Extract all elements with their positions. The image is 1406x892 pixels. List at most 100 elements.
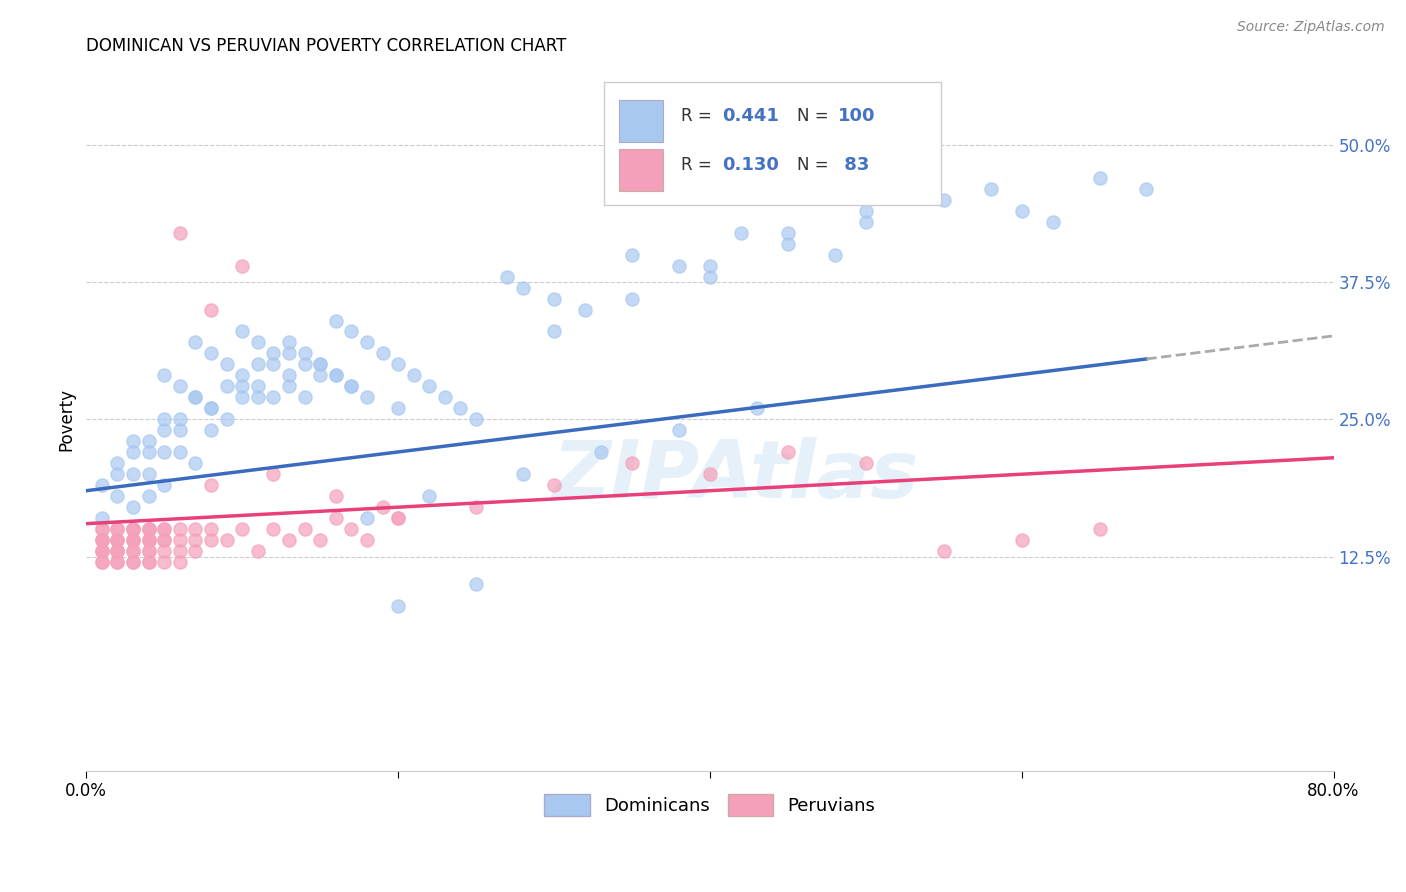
Point (309, 368, 332, 383)
Point (90, 544, 112, 558)
Point (294, 522, 316, 536)
Point (262, 390, 284, 404)
Text: N =: N = (797, 107, 834, 125)
Point (1088, 522, 1111, 536)
Point (122, 555, 145, 569)
Text: DOMINICAN VS PERUVIAN POVERTY CORRELATION CHART: DOMINICAN VS PERUVIAN POVERTY CORRELATIO… (86, 37, 567, 55)
Point (184, 544, 207, 558)
Point (465, 577, 488, 591)
Point (138, 522, 160, 536)
Point (122, 434, 145, 449)
Point (668, 259, 690, 273)
Point (294, 346, 316, 360)
Point (138, 522, 160, 536)
Point (122, 544, 145, 558)
Point (356, 511, 378, 525)
Point (200, 533, 222, 548)
Point (387, 511, 409, 525)
Point (356, 335, 378, 350)
Point (246, 544, 269, 558)
Point (543, 478, 565, 492)
Point (200, 522, 222, 536)
Point (215, 533, 238, 548)
Text: 100: 100 (838, 107, 876, 125)
Point (90, 522, 112, 536)
Point (107, 467, 129, 482)
Point (153, 423, 176, 437)
Point (215, 412, 238, 426)
Point (512, 280, 534, 294)
Point (122, 522, 145, 536)
Point (138, 434, 160, 449)
Point (1011, 203, 1033, 218)
Point (231, 522, 253, 536)
Point (231, 379, 253, 393)
Point (184, 522, 207, 536)
Point (107, 522, 129, 536)
Point (90, 533, 112, 548)
Point (620, 456, 643, 470)
FancyBboxPatch shape (605, 82, 941, 205)
Point (169, 555, 191, 569)
Point (138, 555, 160, 569)
Point (184, 456, 207, 470)
Point (138, 533, 160, 548)
Point (200, 401, 222, 416)
Point (122, 533, 145, 548)
Point (231, 368, 253, 383)
Point (184, 335, 207, 350)
Point (138, 544, 160, 558)
Point (200, 478, 222, 492)
Text: 0.441: 0.441 (723, 107, 779, 125)
Point (262, 522, 284, 536)
Point (200, 346, 222, 360)
Point (340, 325, 363, 339)
Point (325, 511, 347, 525)
Point (122, 533, 145, 548)
Point (153, 555, 176, 569)
Point (620, 247, 643, 261)
Point (855, 215, 877, 229)
Point (309, 533, 332, 548)
Point (107, 489, 129, 503)
Point (824, 247, 846, 261)
Point (184, 390, 207, 404)
Point (512, 467, 534, 482)
Text: Source: ZipAtlas.com: Source: ZipAtlas.com (1237, 20, 1385, 34)
Point (325, 368, 347, 383)
Point (620, 292, 643, 306)
Point (574, 302, 596, 317)
Point (340, 379, 363, 393)
Point (200, 423, 222, 437)
Point (262, 467, 284, 482)
Point (418, 379, 440, 393)
Point (340, 522, 363, 536)
Point (153, 478, 176, 492)
Point (262, 346, 284, 360)
Point (122, 522, 145, 536)
Point (138, 555, 160, 569)
Point (215, 358, 238, 372)
FancyBboxPatch shape (619, 100, 662, 142)
Point (932, 544, 955, 558)
Point (449, 401, 471, 416)
Point (1011, 533, 1033, 548)
Point (855, 456, 877, 470)
Point (340, 379, 363, 393)
Point (169, 544, 191, 558)
Point (1042, 215, 1064, 229)
Point (387, 358, 409, 372)
Point (107, 533, 129, 548)
Y-axis label: Poverty: Poverty (58, 388, 75, 450)
Point (169, 522, 191, 536)
Point (371, 500, 394, 515)
Point (246, 379, 269, 393)
Text: 0.130: 0.130 (723, 156, 779, 174)
Point (90, 544, 112, 558)
Point (122, 522, 145, 536)
Point (107, 555, 129, 569)
Point (169, 379, 191, 393)
Point (184, 390, 207, 404)
Point (107, 544, 129, 558)
Point (418, 489, 440, 503)
